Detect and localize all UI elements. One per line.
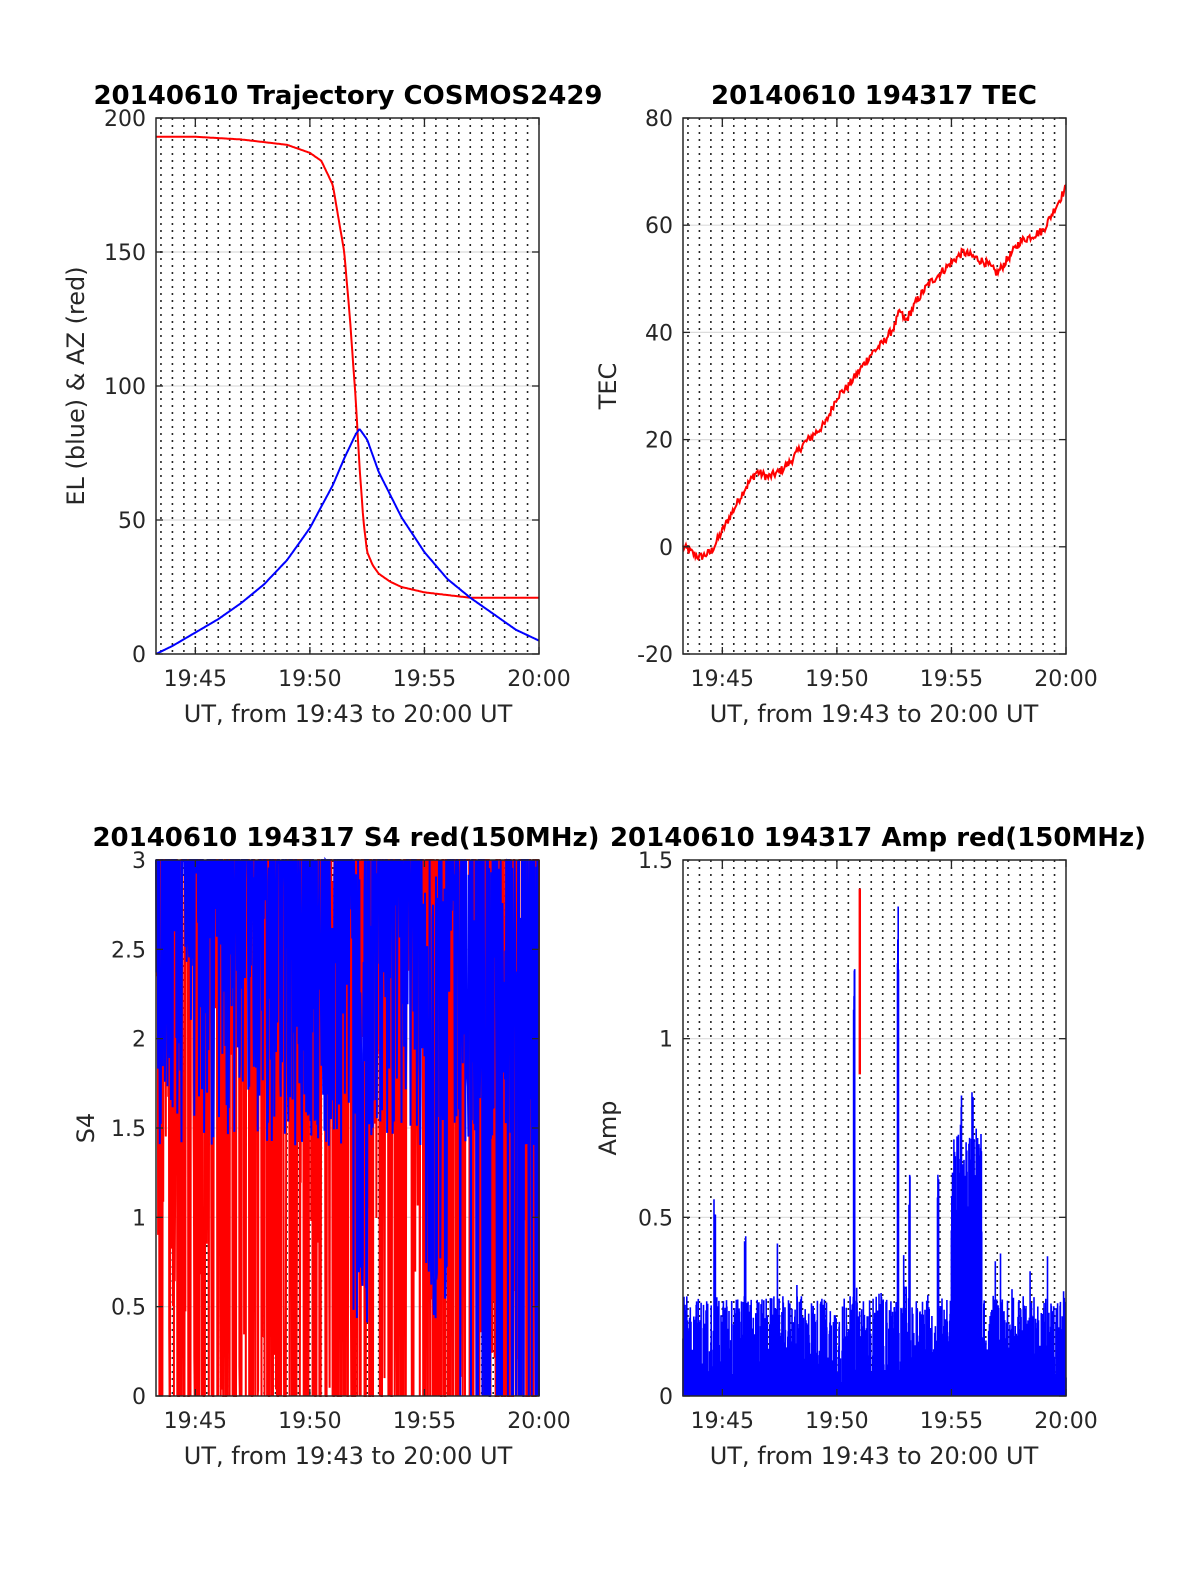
elevation-line [155, 428, 540, 655]
x-tick-label: 19:55 [920, 667, 983, 692]
x-tick-label: 19:50 [278, 667, 341, 692]
y-tick-label: 2.5 [111, 938, 146, 963]
chart-title: 20140610 194317 TEC [711, 81, 1037, 111]
y-tick-label: 0 [132, 1385, 146, 1410]
y-axis-label: EL (blue) & AZ (red) [62, 266, 90, 505]
x-axis-label: UT, from 19:43 to 20:00 UT [184, 1442, 513, 1470]
series-red [156, 135, 539, 599]
y-tick-label: 40 [645, 321, 673, 346]
y-axis-label: Amp [594, 1100, 622, 1155]
plot-frame [682, 859, 1067, 1397]
x-tick-label: 19:45 [164, 1409, 227, 1434]
grid [156, 118, 539, 654]
panel-amp: 19:45 19:50 19:55 20:00 0 0.5 1 1.5 20140610 19… [594, 823, 1146, 1470]
x-tick-label: 19:45 [164, 667, 227, 692]
ticks: 19:45 19:50 19:55 20:00 -20 0 20 40 60 80 [637, 107, 1098, 692]
x-tick-label: 19:55 [393, 667, 456, 692]
x-tick-label: 20:00 [1034, 1409, 1097, 1434]
x-tick-label: 20:00 [1034, 667, 1097, 692]
x-tick-label: 19:50 [805, 667, 868, 692]
x-tick-label: 19:45 [691, 1409, 754, 1434]
x-axis-label: UT, from 19:43 to 20:00 UT [184, 700, 513, 728]
y-tick-label: 1.5 [638, 849, 673, 874]
y-tick-label: 0 [659, 1385, 673, 1410]
y-tick-label: 0 [132, 643, 146, 668]
y-tick-label: 150 [104, 241, 146, 266]
y-tick-label: 2 [132, 1028, 146, 1053]
y-tick-label: 100 [104, 375, 146, 400]
plot-frame [155, 859, 540, 1397]
y-tick-label: -20 [637, 643, 673, 668]
y-axis-label: S4 [72, 1113, 100, 1144]
chart-title: 20140610 194317 S4 red(150MHz) [92, 823, 599, 853]
x-tick-label: 19:50 [278, 1409, 341, 1434]
grid [683, 860, 1066, 1396]
y-tick-label: 200 [104, 107, 146, 132]
y-tick-label: 1 [659, 1028, 673, 1053]
x-tick-label: 19:50 [805, 1409, 868, 1434]
plot-frame [682, 117, 1067, 655]
x-axis-label: UT, from 19:43 to 20:00 UT [710, 1442, 1039, 1470]
y-tick-label: 60 [645, 214, 673, 239]
chart-title: 20140610 Trajectory COSMOS2429 [93, 81, 602, 111]
y-tick-label: 50 [118, 509, 146, 534]
ticks: 19:45 19:50 19:55 20:00 0 0.5 1 1.5 2 2.5 3 [111, 849, 571, 1434]
x-axis-label: UT, from 19:43 to 20:00 UT [710, 700, 1039, 728]
grid [683, 118, 1066, 654]
plot-frame [155, 117, 540, 655]
y-tick-label: 0 [659, 536, 673, 561]
ticks: 19:45 19:50 19:55 20:00 0 50 100 150 200 [104, 107, 571, 692]
y-axis-label: TEC [594, 363, 622, 411]
x-tick-label: 19:55 [920, 1409, 983, 1434]
x-tick-label: 20:00 [507, 1409, 570, 1434]
y-tick-label: 3 [132, 849, 146, 874]
x-tick-label: 19:55 [393, 1409, 456, 1434]
y-tick-label: 20 [645, 429, 673, 454]
y-tick-label: 0.5 [638, 1206, 673, 1231]
y-tick-label: 1 [132, 1206, 146, 1231]
y-tick-label: 0.5 [111, 1296, 146, 1321]
y-tick-label: 80 [645, 107, 673, 132]
series-blue [155, 428, 540, 655]
series-red [682, 184, 1067, 562]
panel-trajectory: 20140610 Trajectory COSMOS2429 19:45 19:5… [62, 81, 603, 728]
panel-s4: 19:45 19:50 19:55 20:00 0 0.5 1 1.5 2 2.5 3 201406… [72, 823, 600, 1470]
tec-line [682, 184, 1067, 562]
panel-tec: 20140610 194317 TEC 19:45 19:50 19:55 20:00… [594, 81, 1098, 728]
azimuth-line [156, 135, 539, 599]
chart-title: 20140610 194317 Amp red(150MHz) [610, 823, 1146, 853]
y-tick-label: 1.5 [111, 1117, 146, 1142]
x-tick-label: 20:00 [507, 667, 570, 692]
x-tick-label: 19:45 [691, 667, 754, 692]
